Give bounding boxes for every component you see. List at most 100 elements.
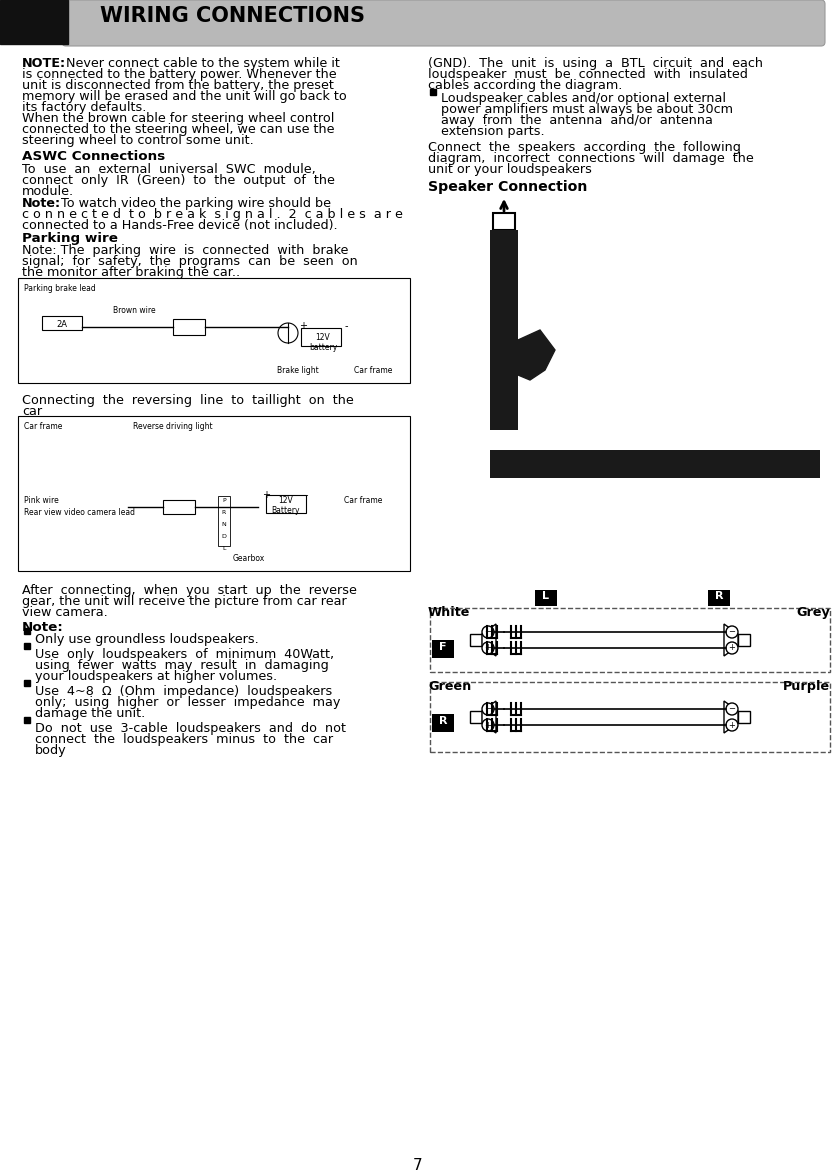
Text: ASWC Connections: ASWC Connections [22,150,165,163]
Text: Gearbox: Gearbox [232,553,265,563]
Circle shape [482,703,493,716]
Text: loudspeaker  must  be  connected  with  insulated: loudspeaker must be connected with insul… [427,68,747,81]
Text: Do  not  use  3-cable  loudspeakers  and  do  not: Do not use 3-cable loudspeakers and do n… [35,721,345,736]
Text: Use  4~8  Ω  (Ohm  impedance)  loudspeakers: Use 4~8 Ω (Ohm impedance) loudspeakers [35,685,332,698]
Text: your loudspeakers at higher volumes.: your loudspeakers at higher volumes. [35,670,277,683]
Circle shape [725,642,737,654]
Text: 12V: 12V [278,496,293,505]
Text: 12V: 12V [315,333,330,342]
Text: car: car [22,405,42,418]
Text: To watch video the parking wire should be: To watch video the parking wire should b… [57,197,330,210]
Text: Connecting  the  reversing  line  to  taillight  on  the: Connecting the reversing line to taillig… [22,394,354,407]
Text: Pink wire: Pink wire [24,496,59,505]
Text: (GND).  The  unit  is  using  a  BTL  circuit  and  each: (GND). The unit is using a BTL circuit a… [427,58,762,70]
Text: diagram,  incorrect  connections  will  damage  the: diagram, incorrect connections will dama… [427,152,753,165]
Bar [489,230,517,430]
Bar [18,416,410,571]
Text: module.: module. [22,184,74,199]
Text: Reverse driving light: Reverse driving light [133,422,212,431]
Text: When the brown cable for steering wheel control: When the brown cable for steering wheel … [22,112,334,125]
Bar [431,640,453,658]
Polygon shape [517,330,554,380]
Text: power amplifiers must always be about 30cm: power amplifiers must always be about 30… [441,103,732,116]
Text: +: + [727,644,735,652]
Text: Note:: Note: [22,197,61,210]
Text: Battery: Battery [272,506,300,515]
Text: −: − [727,705,735,713]
Text: +: + [727,720,735,730]
Text: steering wheel to control some unit.: steering wheel to control some unit. [22,134,253,147]
Text: Brake light: Brake light [277,365,319,375]
Circle shape [278,323,298,343]
Text: only;  using  higher  or  lesser  impedance  may: only; using higher or lesser impedance m… [35,696,340,709]
Text: extension parts.: extension parts. [441,125,544,137]
Bar [534,590,556,606]
Circle shape [482,626,493,638]
Bar [173,318,205,335]
Circle shape [725,626,737,638]
Text: Purple: Purple [782,680,829,693]
Text: 2A: 2A [57,320,68,329]
Text: −: − [484,627,491,637]
Circle shape [482,719,493,731]
Text: R: R [222,510,226,515]
Text: Only use groundless loudspeakers.: Only use groundless loudspeakers. [35,633,258,646]
Bar [470,634,482,646]
Text: -: - [344,321,347,331]
Text: D: D [222,533,227,539]
Text: its factory defaults.: its factory defaults. [22,101,146,114]
Text: connect  the  loudspeakers  minus  to  the  car: connect the loudspeakers minus to the ca… [35,733,333,746]
Bar [430,682,829,752]
Text: +: + [298,321,307,331]
Text: Speaker Connection: Speaker Connection [427,180,587,194]
Polygon shape [482,701,496,733]
Circle shape [482,642,493,654]
Text: R: R [714,591,722,600]
Bar [707,590,729,606]
Text: Rear view video camera lead: Rear view video camera lead [24,508,135,517]
Text: Brown wire: Brown wire [113,306,155,315]
Bar [0,0,68,43]
Text: NOTE:: NOTE: [22,58,66,70]
Text: connected to a Hands-Free device (not included).: connected to a Hands-Free device (not in… [22,219,337,231]
Text: Car frame: Car frame [24,422,63,431]
Text: Parking wire: Parking wire [22,231,118,246]
Text: c o n n e c t e d  t o  b r e a k  s i g n a l .  2  c a b l e s  a r e: c o n n e c t e d t o b r e a k s i g n … [22,208,402,221]
Text: -: - [304,490,308,501]
Text: P: P [222,498,226,503]
Text: battery: battery [308,343,337,352]
Text: Loudspeaker cables and/or optional external: Loudspeaker cables and/or optional exter… [441,92,725,105]
Text: Grey: Grey [795,606,829,619]
Text: To  use  an  external  universal  SWC  module,: To use an external universal SWC module, [22,163,315,176]
Text: connected to the steering wheel, we can use the: connected to the steering wheel, we can … [22,123,334,136]
Bar [217,496,230,546]
Bar [24,680,30,686]
Text: Note: The  parking  wire  is  connected  with  brake: Note: The parking wire is connected with… [22,244,348,257]
Text: Car frame: Car frame [354,365,392,375]
Bar [24,717,30,723]
Bar [266,495,306,513]
Circle shape [725,703,737,716]
Bar [163,501,195,513]
Circle shape [725,719,737,731]
Text: signal;  for  safety,  the  programs  can  be  seen  on: signal; for safety, the programs can be … [22,255,357,268]
Bar [24,627,30,634]
Text: 7: 7 [413,1159,422,1173]
Bar [430,607,829,672]
Text: gear, the unit will receive the picture from car rear: gear, the unit will receive the picture … [22,595,346,607]
Text: Never connect cable to the system while it: Never connect cable to the system while … [62,58,339,70]
Text: Note:: Note: [22,622,64,634]
Bar [737,634,749,646]
Text: L: L [542,591,549,600]
Text: Car frame: Car frame [344,496,382,505]
Bar [18,278,410,383]
Text: Use  only  loudspeakers  of  minimum  40Watt,: Use only loudspeakers of minimum 40Watt, [35,647,334,662]
Text: unit or your loudspeakers: unit or your loudspeakers [427,163,591,176]
Bar [301,328,340,345]
Text: After  connecting,  when  you  start  up  the  reverse: After connecting, when you start up the … [22,584,356,597]
Text: cables according the diagram.: cables according the diagram. [427,79,622,92]
Text: using  fewer  watts  may  result  in  damaging: using fewer watts may result in damaging [35,659,329,672]
Bar [431,714,453,732]
Bar [42,316,82,330]
Text: memory will be erased and the unit will go back to: memory will be erased and the unit will … [22,90,346,103]
